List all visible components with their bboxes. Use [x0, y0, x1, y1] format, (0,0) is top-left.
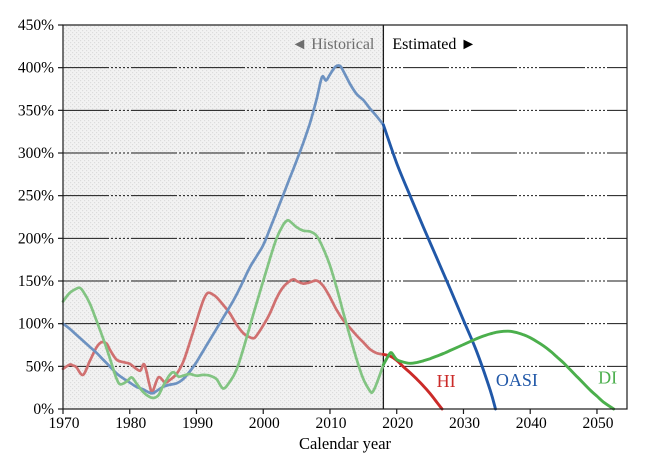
y-tick-label-150%: 150%: [18, 273, 54, 290]
y-tick-label-250%: 250%: [18, 188, 54, 205]
line-OASI-estimated: [381, 123, 497, 411]
line-OASI-historical: [61, 64, 385, 395]
axis-labels: 1970 1980 1990 2000 2010 2020 2030 2040 2050 0% 50…: [18, 17, 614, 453]
line-DI-historical: [61, 218, 385, 400]
series-label-DI: DI: [598, 367, 617, 387]
x-tick-label-1990: 1990: [182, 415, 213, 432]
y-tick-label-300%: 300%: [18, 145, 54, 162]
y-tick-label-200%: 200%: [18, 230, 54, 247]
region-annotations: ◄ Historical Estimated ►: [291, 36, 476, 53]
y-tick-label-100%: 100%: [18, 316, 54, 333]
series-labels: HI OASI DI: [437, 367, 618, 390]
line-HI-estimated: [381, 352, 444, 411]
historical-shaded-region: [63, 25, 384, 409]
line-HI-historical: [61, 277, 385, 394]
x-tick-label-2010: 2010: [315, 415, 346, 432]
x-tick-label-2000: 2000: [249, 415, 280, 432]
axis-ticks: [58, 24, 598, 414]
estimated-annotation: Estimated ►: [392, 36, 476, 53]
line-DI-estimated: [381, 329, 616, 411]
series-label-OASI: OASI: [496, 370, 538, 390]
plot-border: [62, 24, 628, 410]
y-tick-label-50%: 50%: [26, 358, 55, 375]
y-tick-label-400%: 400%: [18, 60, 54, 77]
y-tick-label-450%: 450%: [18, 17, 54, 34]
plot-frame: [62, 24, 628, 410]
series-label-HI: HI: [437, 371, 456, 391]
y-tick-label-350%: 350%: [18, 102, 54, 119]
y-tick-label-0%: 0%: [33, 401, 54, 418]
x-tick-label-2040: 2040: [516, 415, 547, 432]
x-axis-title: Calendar year: [299, 434, 392, 453]
series-lines: [61, 64, 616, 411]
x-tick-label-2050: 2050: [582, 415, 613, 432]
historical-annotation: ◄ Historical: [291, 36, 374, 53]
x-tick-label-1970: 1970: [49, 415, 80, 432]
x-tick-label-2030: 2030: [449, 415, 480, 432]
x-tick-label-1980: 1980: [115, 415, 146, 432]
x-tick-label-2020: 2020: [382, 415, 413, 432]
historical-region-fill: [63, 25, 384, 409]
